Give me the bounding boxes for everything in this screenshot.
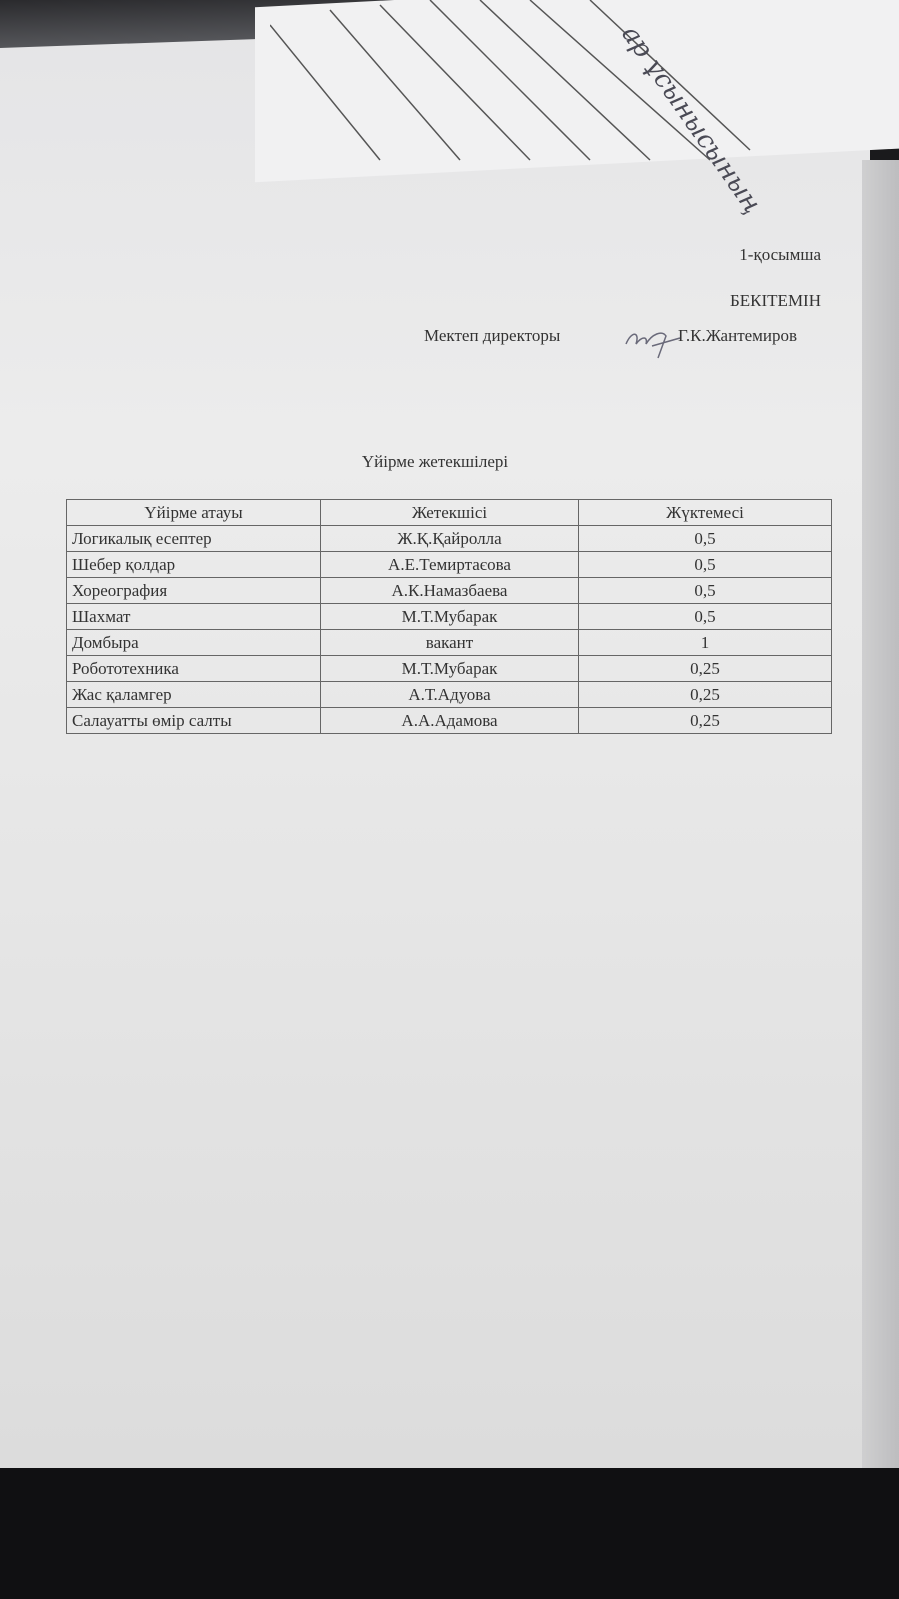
header-workload: Жүктемесі — [578, 499, 832, 526]
leader-cell: А.А.Адамова — [320, 707, 579, 734]
workload-cell: 0,25 — [578, 707, 832, 734]
page-edge — [862, 160, 899, 1470]
signature — [625, 332, 681, 359]
club-name-cell: Домбыра — [66, 629, 321, 656]
leader-cell: М.Т.Мубарак — [320, 603, 579, 630]
leader-cell: М.Т.Мубарак — [320, 655, 579, 682]
table-row: Домбыра вакант 1 — [66, 629, 832, 656]
workload-cell: 0,25 — [578, 681, 832, 708]
club-name-cell: Хореография — [66, 577, 321, 604]
leader-cell: вакант — [320, 629, 579, 656]
club-name-cell: Жас қаламгер — [66, 681, 321, 708]
director-name: Г.К.Жантемиров — [678, 326, 798, 345]
background-surface — [0, 1468, 899, 1599]
header-club-name: Үйірме атауы — [66, 499, 321, 526]
club-name-cell: Салауатты өмір салты — [66, 707, 321, 734]
approval-heading: БЕКІТЕМІН — [730, 291, 821, 310]
leader-cell: А.Т.Адуова — [320, 681, 579, 708]
table-row: Шебер қолдар А.Е.Темиртаєова 0,5 — [66, 551, 832, 578]
club-name-cell: Шебер қолдар — [66, 551, 321, 578]
table-row: Логикалық есептер Ж.Қ.Қайролла 0,5 — [66, 525, 832, 552]
table-row: Хореография А.К.Намазбаева 0,5 — [66, 577, 832, 604]
workload-cell: 0,25 — [578, 655, 832, 682]
table-row: Шахмат М.Т.Мубарак 0,5 — [66, 603, 832, 630]
workload-cell: 0,5 — [578, 603, 832, 630]
leader-cell: А.Е.Темиртаєова — [320, 551, 579, 578]
table-row: Салауатты өмір салты А.А.Адамова 0,25 — [66, 707, 832, 734]
club-name-cell: Шахмат — [66, 603, 321, 630]
director-position: Мектеп директоры — [424, 326, 561, 345]
appendix-label: 1-қосымша — [739, 245, 821, 264]
workload-cell: 0,5 — [578, 577, 832, 604]
clubs-table: Үйірме атауы Жетекшісі Жүктемесі Логикал… — [66, 499, 832, 734]
table-row: Жас қаламгер А.Т.Адуова 0,25 — [66, 681, 832, 708]
leader-cell: А.К.Намазбаева — [320, 577, 579, 604]
leader-cell: Ж.Қ.Қайролла — [320, 525, 579, 552]
workload-cell: 1 — [578, 629, 832, 656]
club-name-cell: Робототехника — [66, 655, 321, 682]
header-leader: Жетекшісі — [320, 499, 579, 526]
table-row: Робототехника М.Т.Мубарак 0,25 — [66, 655, 832, 682]
workload-cell: 0,5 — [578, 525, 832, 552]
document-page — [0, 0, 870, 1470]
ruled-lines — [270, 0, 751, 161]
document-title: Үйірме жетекшілері — [361, 452, 509, 471]
table-header-row: Үйірме атауы Жетекшісі Жүктемесі — [66, 499, 832, 526]
workload-cell: 0,5 — [578, 551, 832, 578]
club-name-cell: Логикалық есептер — [66, 525, 321, 552]
